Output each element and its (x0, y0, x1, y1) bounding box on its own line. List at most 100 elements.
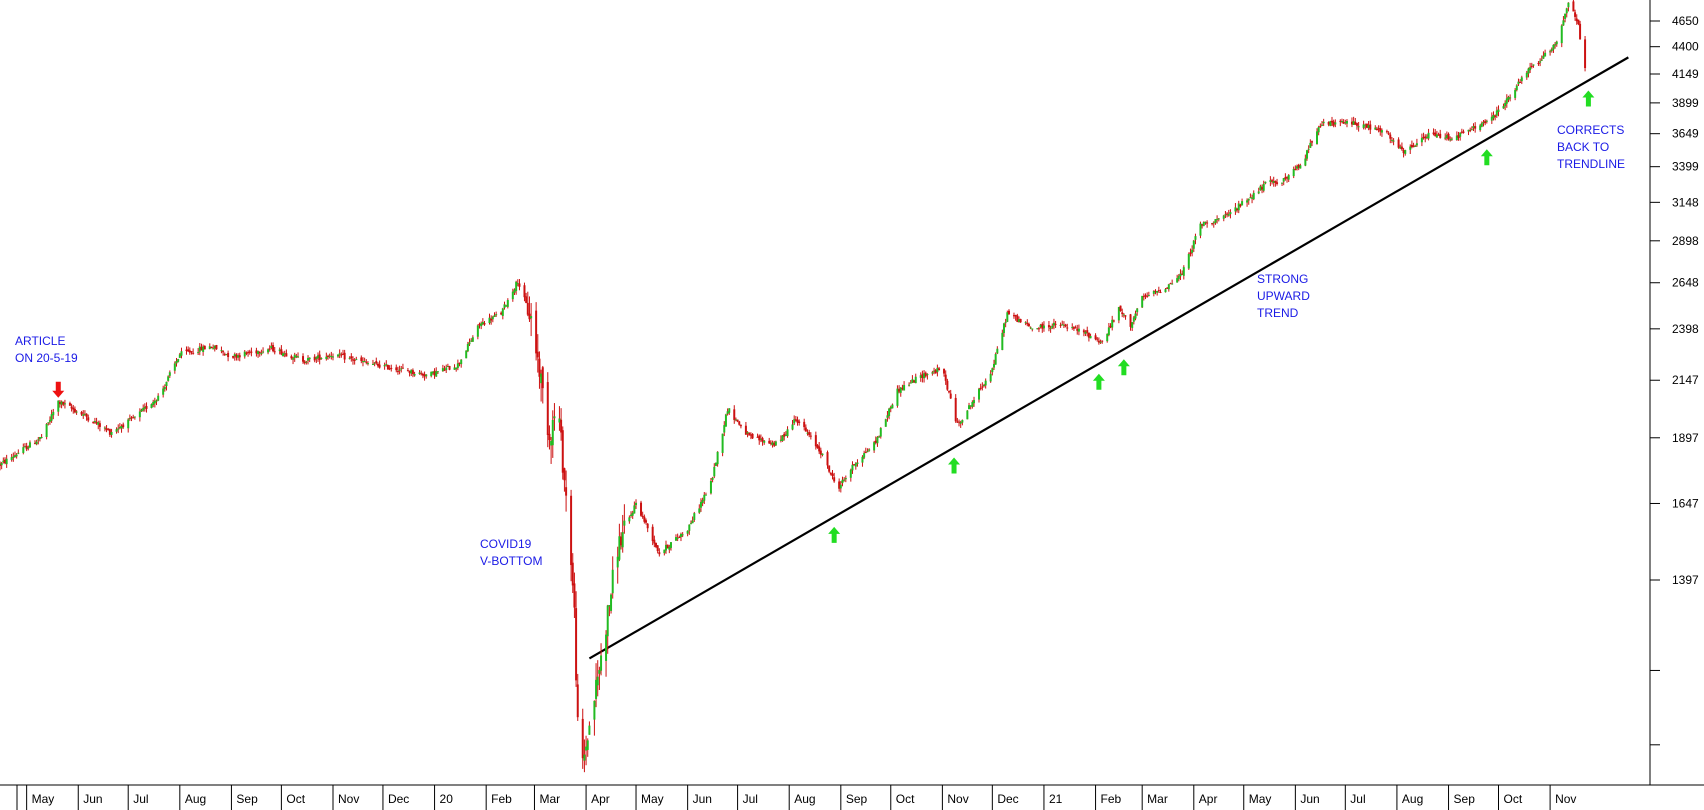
candle-body (22, 447, 25, 453)
up-arrow-icon (1092, 373, 1105, 390)
candle (686, 530, 689, 537)
candle (821, 453, 824, 457)
candle-body (1484, 120, 1487, 124)
x-tick-label: Jun (1300, 792, 1319, 806)
candle-body (157, 395, 160, 401)
candle (698, 504, 701, 514)
candle-body (1392, 140, 1395, 142)
candle (586, 738, 589, 757)
candle (1049, 325, 1052, 333)
candle (748, 432, 751, 436)
candle (1002, 322, 1005, 337)
candle (1216, 215, 1219, 224)
candle-body (293, 354, 296, 358)
candle-body (984, 380, 987, 386)
candle (1470, 126, 1473, 131)
candle-body (583, 754, 586, 761)
candle (839, 481, 842, 493)
candle (864, 447, 867, 454)
candle (756, 433, 759, 438)
candle (908, 382, 911, 387)
candle (1457, 131, 1460, 141)
candle (115, 427, 118, 434)
candle-body (923, 373, 926, 379)
candle (1004, 318, 1007, 328)
candle (1106, 333, 1109, 343)
candle-body (806, 432, 809, 434)
candle-body (809, 435, 812, 437)
candle-body (105, 428, 108, 430)
candle-body (1514, 90, 1517, 98)
candle-body (140, 409, 143, 412)
candle-body (511, 291, 514, 300)
candle-body (968, 405, 971, 410)
candle-body (1517, 81, 1520, 85)
candle (1515, 84, 1518, 92)
candle (1029, 326, 1032, 330)
candle (956, 417, 959, 424)
candle (506, 298, 509, 309)
candle (1129, 313, 1132, 331)
candle (1182, 265, 1185, 280)
candle (739, 424, 742, 429)
candle-body (616, 556, 619, 568)
candle-body (911, 379, 914, 383)
candle-body (903, 385, 906, 391)
candle (1164, 288, 1167, 293)
candle-body (931, 372, 934, 374)
candle-body (1472, 126, 1475, 129)
candle-body (1342, 121, 1345, 124)
candle-body (1119, 305, 1122, 311)
candle-body (115, 429, 118, 432)
candle (1071, 323, 1074, 330)
candle-body (1072, 327, 1075, 329)
candle (516, 279, 519, 287)
candle-body (546, 382, 549, 436)
candle-body (213, 345, 216, 349)
candle-body (465, 350, 468, 359)
candle-body (233, 354, 236, 357)
x-tick-label: Nov (1555, 792, 1576, 806)
candle (936, 364, 939, 377)
candle (583, 739, 586, 773)
candle (674, 534, 677, 541)
candle (891, 403, 894, 409)
candle (728, 408, 731, 415)
candle (58, 400, 61, 408)
candle-body (956, 421, 959, 423)
candle (1575, 14, 1578, 25)
annotation-trend: STRONG UPWARD TREND (1257, 272, 1310, 320)
candle (232, 355, 235, 359)
candle-body (1051, 325, 1054, 328)
x-tick-label: Aug (1402, 792, 1423, 806)
candle-body (992, 363, 995, 368)
candle (1412, 142, 1415, 148)
candle (923, 370, 926, 383)
candle-body (635, 502, 638, 506)
candle-body (868, 449, 871, 451)
candle-body (1211, 223, 1214, 225)
candle-body (924, 372, 927, 377)
candle (746, 431, 749, 438)
candle-body (1399, 146, 1402, 149)
candle-body (1550, 49, 1553, 52)
candle (1437, 132, 1440, 136)
candle (610, 593, 613, 614)
candle-body (688, 524, 691, 531)
candle-body (1495, 110, 1498, 116)
candle (177, 358, 180, 363)
candle (576, 673, 579, 721)
candle (856, 459, 859, 467)
candle (666, 544, 669, 549)
candle (794, 416, 797, 422)
candle-body (1409, 146, 1412, 150)
candle (82, 410, 85, 419)
candle-body (1492, 115, 1495, 119)
x-tick-label: May (32, 792, 55, 806)
candle-body (1206, 222, 1209, 224)
candle-body (378, 364, 381, 368)
candle (716, 451, 719, 467)
candle (538, 351, 541, 389)
y-tick-label: 4400 (1672, 40, 1699, 54)
candle (1112, 319, 1115, 323)
